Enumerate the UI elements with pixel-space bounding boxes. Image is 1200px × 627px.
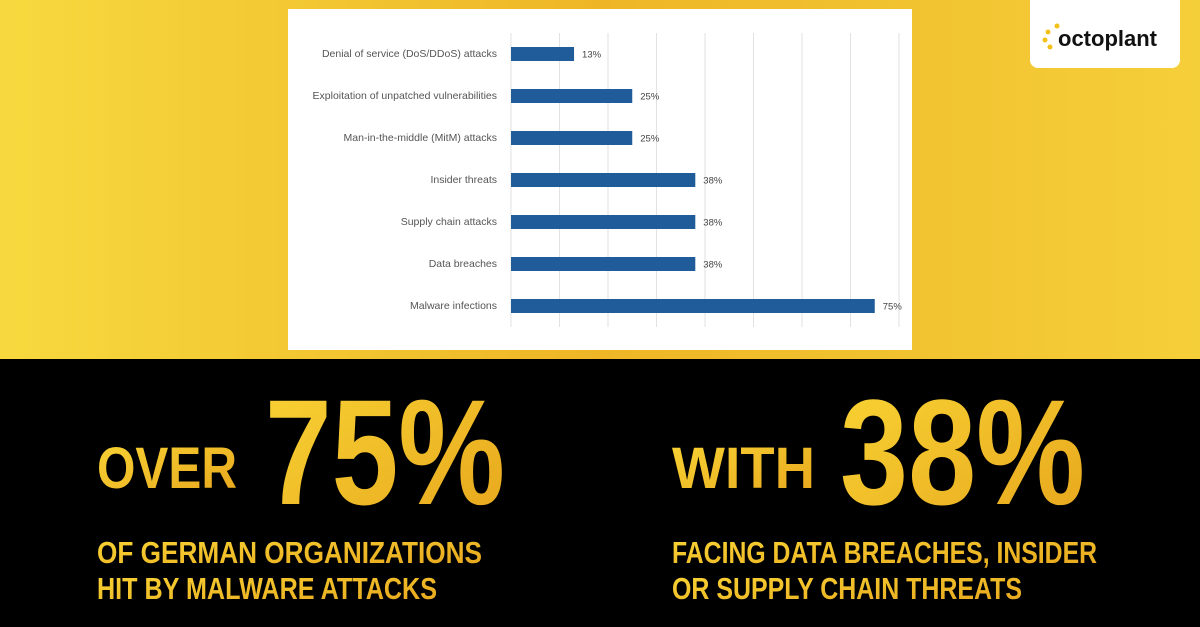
- stat-line: HIT BY MALWARE ATTACKS: [97, 571, 437, 606]
- bar: [511, 257, 696, 271]
- value-label: 75%: [883, 302, 903, 313]
- value-label: 25%: [640, 92, 660, 103]
- bottom-background: [0, 359, 1200, 627]
- bar: [511, 299, 875, 313]
- stat-lead: OVER: [97, 436, 237, 501]
- value-label: 38%: [703, 176, 723, 187]
- category-label: Insider threats: [430, 174, 497, 186]
- bar: [511, 173, 696, 187]
- category-label: Supply chain attacks: [401, 216, 497, 228]
- stat-line: OR SUPPLY CHAIN THREATS: [672, 571, 1022, 606]
- logo-icon: [1042, 23, 1060, 50]
- value-label: 25%: [640, 134, 660, 145]
- value-label: 38%: [703, 218, 723, 229]
- category-label: Malware infections: [410, 300, 497, 312]
- category-label: Data breaches: [429, 258, 497, 270]
- value-label: 13%: [582, 50, 602, 61]
- stat-figure: 75%: [265, 368, 505, 536]
- bar: [511, 131, 633, 145]
- bar: [511, 47, 575, 61]
- category-label: Exploitation of unpatched vulnerabilitie…: [313, 90, 497, 102]
- bar: [511, 215, 696, 229]
- value-label: 38%: [703, 260, 723, 271]
- stat-line: FACING DATA BREACHES, INSIDER: [672, 535, 1097, 570]
- category-label: Man-in-the-middle (MitM) attacks: [344, 132, 497, 144]
- stat-figure: 38%: [840, 368, 1085, 536]
- stat-line: OF GERMAN ORGANIZATIONS: [97, 535, 482, 570]
- logo-box: [1030, 0, 1180, 68]
- bar: [511, 89, 633, 103]
- logo-text: octoplant: [1058, 26, 1158, 51]
- stat-lead: WITH: [672, 436, 815, 501]
- category-label: Denial of service (DoS/DDoS) attacks: [322, 48, 497, 60]
